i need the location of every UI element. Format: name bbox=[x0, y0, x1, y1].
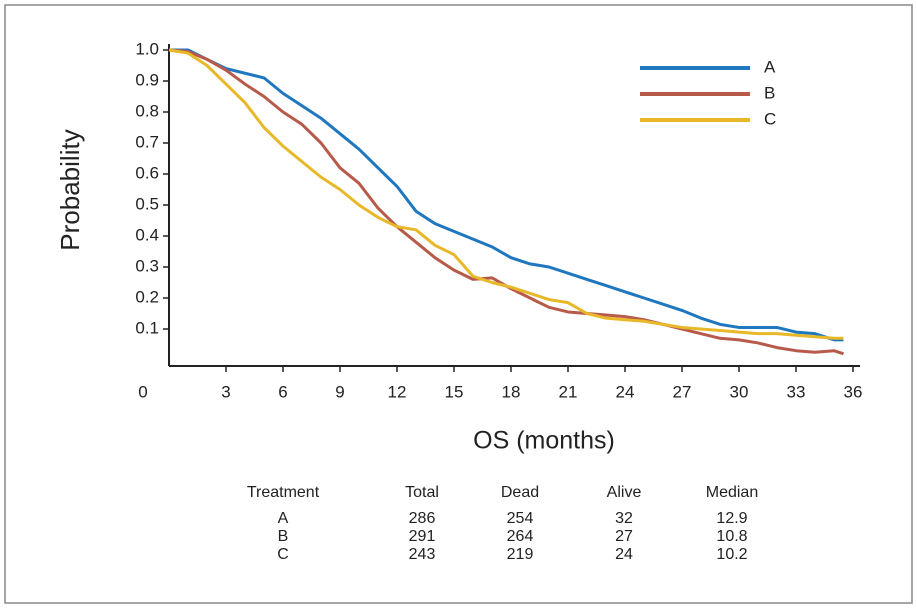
table-header: Dead bbox=[501, 484, 539, 501]
y-tick-label: 0.7 bbox=[135, 132, 159, 151]
table-header: Alive bbox=[607, 484, 642, 501]
table-cell: 27 bbox=[615, 528, 633, 545]
y-tick-label: 0.8 bbox=[135, 101, 159, 120]
x-tick-label: 33 bbox=[787, 382, 806, 401]
origin-label: 0 bbox=[138, 382, 147, 401]
table-cell: 32 bbox=[615, 510, 633, 527]
x-tick-label: 24 bbox=[616, 382, 635, 401]
x-tick-label: 18 bbox=[502, 382, 521, 401]
table-cell: 254 bbox=[507, 510, 534, 527]
legend-label: A bbox=[764, 57, 776, 76]
table-cell: 286 bbox=[409, 510, 436, 527]
table-cell: A bbox=[278, 510, 289, 527]
y-tick-label: 0.5 bbox=[135, 194, 159, 213]
table-cell: 219 bbox=[507, 546, 534, 563]
table-header: Median bbox=[706, 484, 758, 501]
table-cell: 264 bbox=[507, 528, 534, 545]
legend-label: C bbox=[764, 109, 776, 128]
x-tick-label: 3 bbox=[221, 382, 230, 401]
y-tick-label: 0.1 bbox=[135, 318, 159, 337]
x-tick-label: 9 bbox=[335, 382, 344, 401]
table-cell: B bbox=[278, 528, 289, 545]
y-tick-label: 0.9 bbox=[135, 70, 159, 89]
table-cell: 12.9 bbox=[716, 510, 747, 527]
y-tick-label: 0.2 bbox=[135, 287, 159, 306]
y-tick-label: 0.3 bbox=[135, 256, 159, 275]
table-cell: C bbox=[277, 546, 289, 563]
x-tick-label: 6 bbox=[278, 382, 287, 401]
table-header: Total bbox=[405, 484, 439, 501]
x-tick-label: 30 bbox=[730, 382, 749, 401]
y-tick-label: 0.4 bbox=[135, 225, 159, 244]
frame bbox=[4, 4, 913, 604]
x-tick-label: 12 bbox=[388, 382, 407, 401]
table-cell: 243 bbox=[409, 546, 436, 563]
table-cell: 10.2 bbox=[716, 546, 747, 563]
y-axis-title: Probability bbox=[55, 129, 85, 250]
table-cell: 291 bbox=[409, 528, 436, 545]
table-cell: 10.8 bbox=[716, 528, 747, 545]
series-line bbox=[169, 48, 844, 342]
y-tick-label: 0.6 bbox=[135, 163, 159, 182]
series-line bbox=[168, 48, 844, 340]
table-cell: 24 bbox=[615, 546, 633, 563]
y-tick-label: 1.0 bbox=[135, 39, 159, 58]
x-tick-label: 15 bbox=[445, 382, 464, 401]
legend-label: B bbox=[764, 83, 775, 102]
x-axis-title: OS (months) bbox=[473, 427, 615, 455]
x-tick-label: 27 bbox=[673, 382, 692, 401]
table-header: Treatment bbox=[247, 484, 320, 501]
x-tick-label: 21 bbox=[559, 382, 578, 401]
x-tick-label: 36 bbox=[844, 382, 863, 401]
